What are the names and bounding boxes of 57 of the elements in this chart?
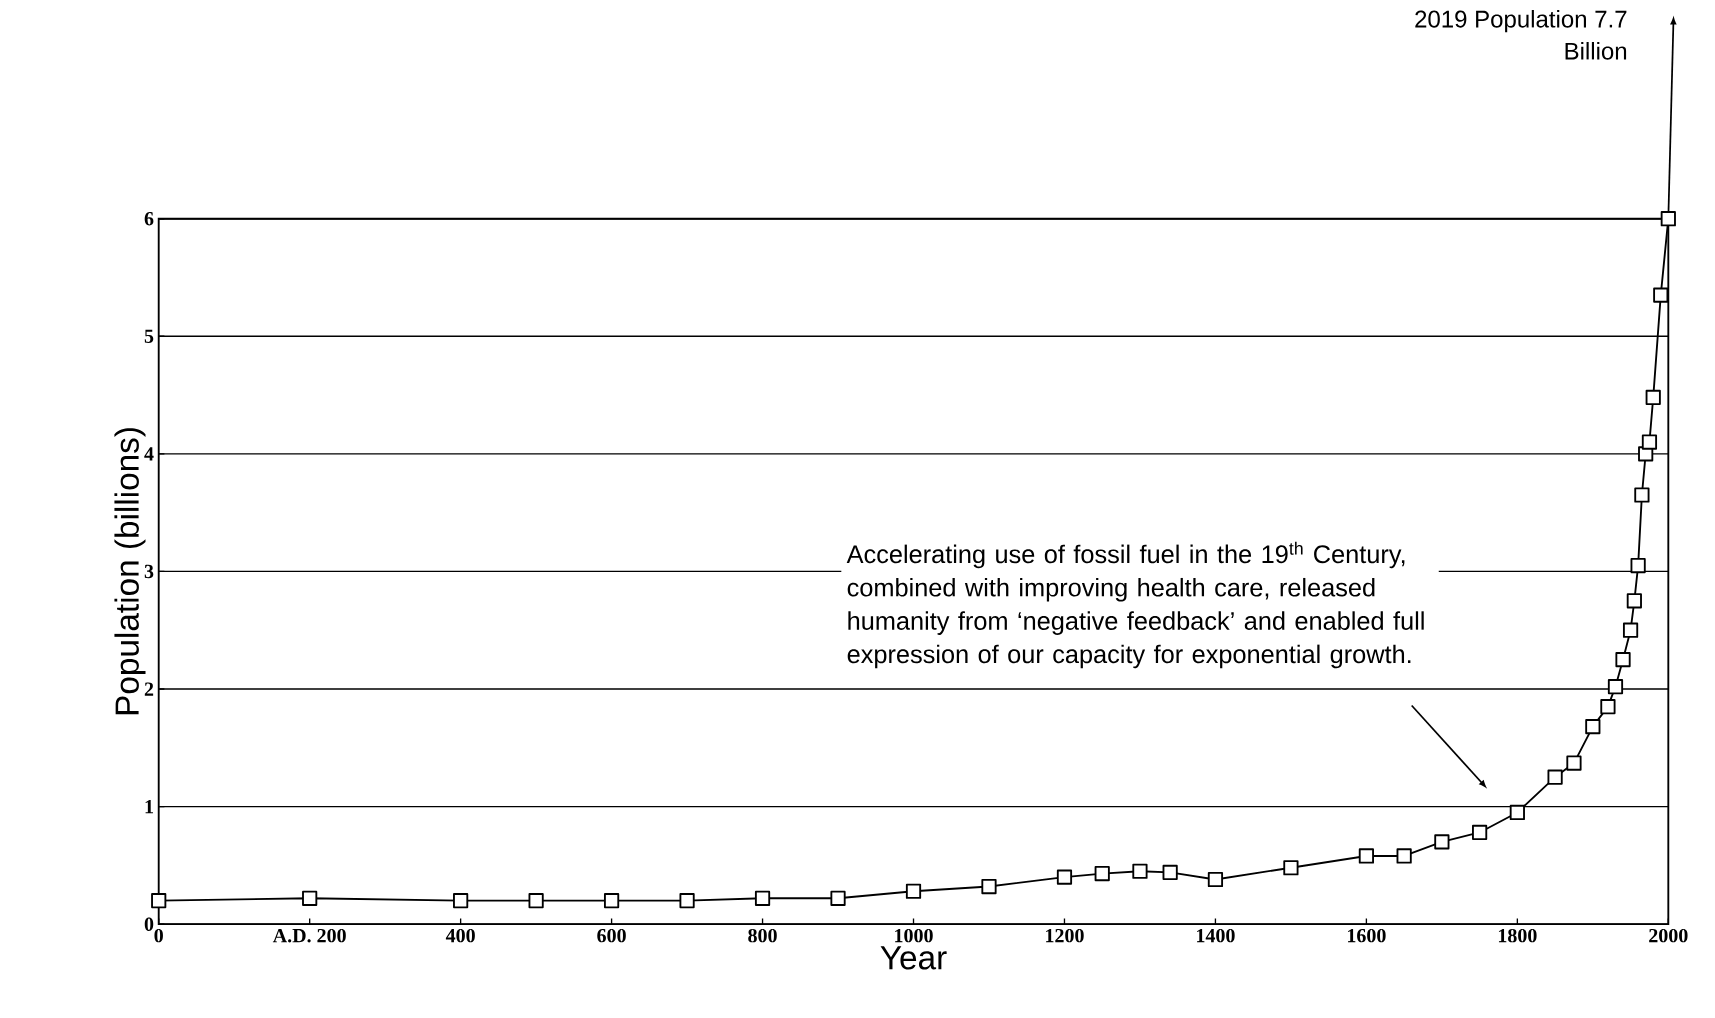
point <box>528 893 544 909</box>
point <box>1162 865 1178 881</box>
point <box>1566 755 1582 771</box>
point <box>1626 593 1642 609</box>
point <box>1132 863 1148 880</box>
point <box>1358 848 1374 864</box>
point <box>1607 679 1624 695</box>
point <box>453 893 469 909</box>
y-axis-title: Population (billions) <box>114 428 146 715</box>
point <box>1660 211 1676 227</box>
point <box>1630 558 1646 574</box>
x-tick-label: 800 <box>748 929 777 943</box>
point <box>679 893 695 909</box>
point <box>1056 869 1073 885</box>
y-tick-label: 3 <box>144 564 154 579</box>
point <box>1622 622 1639 639</box>
point <box>1547 769 1563 786</box>
x-tick-label: 1200 <box>1046 929 1084 943</box>
x-axis-title: Year <box>880 946 947 970</box>
y-tick-label: 5 <box>144 329 154 344</box>
point <box>1645 390 1661 406</box>
point <box>1509 805 1525 821</box>
point <box>1434 834 1450 850</box>
point <box>1207 872 1224 888</box>
point <box>1634 487 1650 503</box>
point <box>1396 848 1412 864</box>
x-tick-label: 400 <box>445 929 475 943</box>
point <box>905 883 922 900</box>
point <box>1653 287 1669 303</box>
point <box>754 890 771 907</box>
annotation: Accelerating use of fossil fuel in the 19$^{th}$ Century, combined with improving health care, released humanity from ‘negative feedback’ and enabled full expression of our capacity for exponential growth. <box>846 542 1424 669</box>
x-tick-label: 1800 <box>1498 929 1537 943</box>
point <box>981 879 997 895</box>
point <box>1283 860 1299 876</box>
point <box>302 890 318 907</box>
point <box>1641 434 1658 450</box>
y-tick-label: 6 <box>144 212 154 226</box>
x-tick-label: 1600 <box>1348 929 1386 943</box>
x-tick-label: 1000 <box>895 929 933 943</box>
point <box>603 893 620 909</box>
point <box>1094 866 1110 882</box>
point <box>1585 719 1601 735</box>
y-tick-label: 1 <box>145 800 153 814</box>
x-tick-label: 600 <box>597 929 626 943</box>
x-tick-label: 1400 <box>1197 929 1235 943</box>
point <box>1600 699 1616 715</box>
point <box>1472 825 1488 841</box>
x-tick-label: A.D. 200 <box>272 929 346 943</box>
point <box>151 893 167 909</box>
point <box>830 890 846 907</box>
x-tick-label: 0 <box>154 929 163 943</box>
point <box>1615 652 1631 668</box>
x-tick-label: 2000 <box>1649 929 1688 943</box>
y-tick-label: 2 <box>144 682 154 696</box>
y-tick-label: 4 <box>144 447 154 461</box>
y-tick-label: 0 <box>144 917 154 932</box>
text: 2019 Population 7.7 Billion <box>1415 10 1627 60</box>
